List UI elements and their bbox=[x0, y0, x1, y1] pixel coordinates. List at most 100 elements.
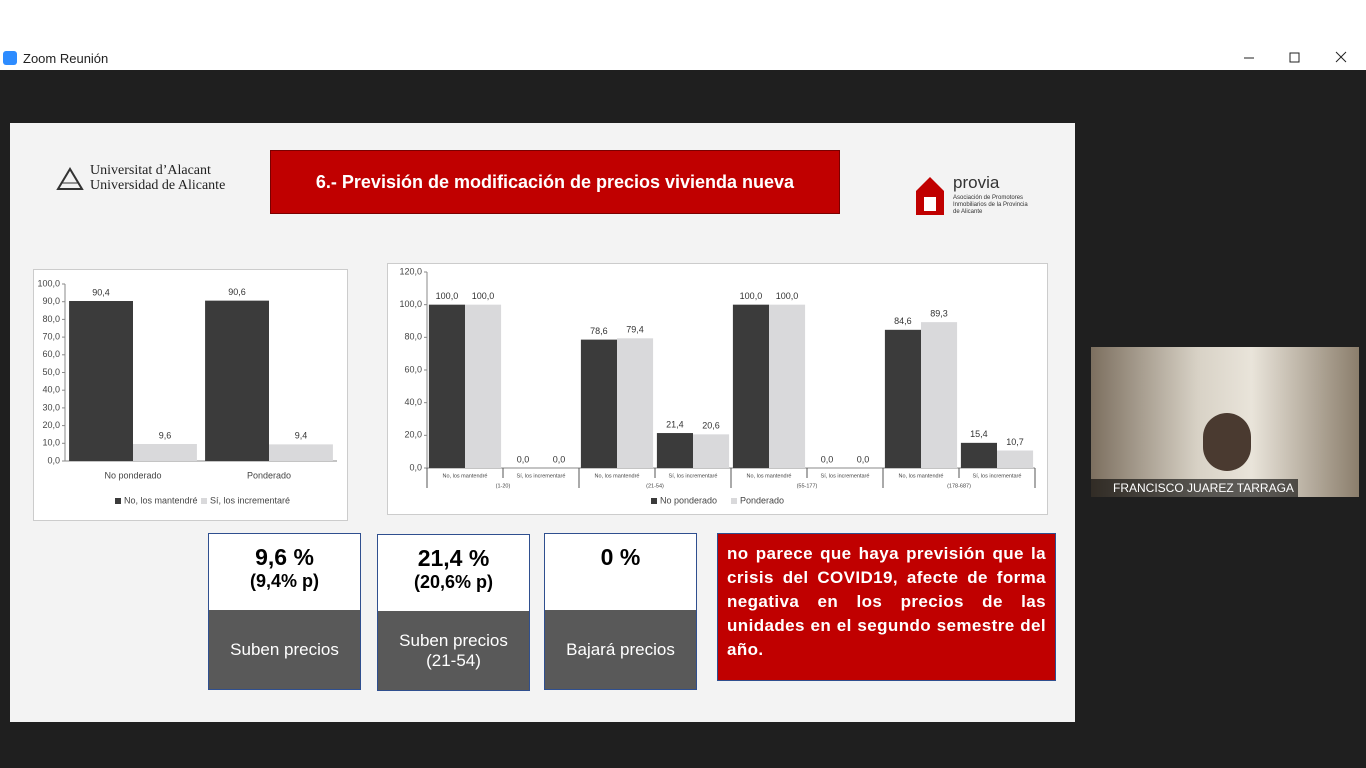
bar bbox=[769, 304, 806, 468]
y-tick-label: 40,0 bbox=[42, 385, 60, 395]
legend-label: Sí, los incrementaré bbox=[210, 495, 290, 505]
stat-box: 0 % Bajará precios bbox=[544, 533, 697, 690]
data-label: 9,4 bbox=[295, 431, 308, 441]
stat-label: Bajará precios bbox=[545, 610, 696, 689]
y-tick-label: 0,0 bbox=[47, 455, 60, 465]
bar bbox=[732, 304, 769, 468]
stat-weighted: (9,4% p) bbox=[249, 571, 319, 591]
legend-swatch bbox=[731, 498, 737, 504]
university-name: Universidad de Alicante bbox=[90, 178, 226, 193]
y-tick-label: 50,0 bbox=[42, 367, 60, 377]
stat-value: 9,6 % bbox=[255, 544, 314, 570]
y-tick-label: 70,0 bbox=[42, 331, 60, 341]
x-tick-label: No, los mantendré bbox=[747, 473, 792, 479]
data-label: 89,3 bbox=[930, 309, 948, 319]
x-tick-label: No, los mantendré bbox=[899, 473, 944, 479]
y-tick-label: 120,0 bbox=[399, 266, 422, 276]
participant-face bbox=[1203, 413, 1251, 471]
window-controls[interactable] bbox=[1236, 48, 1356, 68]
bar bbox=[69, 300, 133, 461]
bar bbox=[269, 444, 333, 461]
y-tick-label: 100,0 bbox=[37, 278, 60, 288]
data-label: 78,6 bbox=[590, 326, 608, 336]
bar bbox=[617, 338, 654, 468]
stat-label: Suben precios (21-54) bbox=[378, 611, 529, 690]
x-tick-label: Sí, los incrementaré bbox=[973, 473, 1022, 479]
x-tick-label: Sí, los incrementaré bbox=[517, 473, 566, 479]
data-label: 100,0 bbox=[472, 291, 495, 301]
bar bbox=[428, 304, 465, 468]
data-label: 84,6 bbox=[894, 316, 912, 326]
bar bbox=[884, 329, 921, 468]
y-tick-label: 100,0 bbox=[399, 299, 422, 309]
legend-swatch bbox=[115, 498, 121, 504]
data-label: 21,4 bbox=[666, 419, 684, 429]
bar bbox=[693, 434, 730, 468]
x-tick-label: No, los mantendré bbox=[443, 473, 488, 479]
x-tick-label: No ponderado bbox=[104, 470, 161, 480]
y-tick-label: 80,0 bbox=[42, 314, 60, 324]
stat-box: 9,6 % (9,4% p) Suben precios bbox=[208, 533, 361, 690]
brand-subtitle: Asociación de Promotores Inmobiliarios d… bbox=[953, 195, 1028, 215]
data-label: 90,6 bbox=[228, 287, 246, 297]
provia-logo bbox=[916, 177, 944, 215]
data-label: 100,0 bbox=[436, 291, 459, 301]
bar bbox=[465, 304, 502, 468]
shared-slide: Universitat d’Alacant Universidad de Ali… bbox=[10, 123, 1075, 722]
legend-swatch bbox=[651, 498, 657, 504]
legend-label: No, los mantendré bbox=[124, 495, 198, 505]
data-label: 10,7 bbox=[1006, 437, 1024, 447]
y-tick-label: 60,0 bbox=[42, 349, 60, 359]
stat-weighted: (20,6% p) bbox=[413, 572, 494, 592]
conclusion: no parece que haya previsión que la cris… bbox=[717, 533, 1056, 681]
brand: provia bbox=[953, 173, 1000, 192]
bar bbox=[997, 450, 1034, 468]
y-tick-label: 10,0 bbox=[42, 438, 60, 448]
data-label: 0,0 bbox=[553, 454, 566, 464]
group-label: (55-177) bbox=[797, 483, 818, 489]
university-name: Universitat d’Alacant bbox=[90, 163, 211, 178]
title-bar: Zoom Reunión bbox=[0, 0, 1366, 70]
bar bbox=[960, 442, 997, 468]
y-tick-label: 40,0 bbox=[404, 397, 422, 407]
y-tick-label: 20,0 bbox=[404, 430, 422, 440]
legend-label: No ponderado bbox=[660, 495, 717, 505]
bar bbox=[580, 339, 617, 468]
data-label: 90,4 bbox=[92, 287, 110, 297]
group-label: (178-687) bbox=[947, 483, 971, 489]
charts: 0,0 10,0 20,0 30,0 40,0 50,0 60,0 70,0 80,0 90,0 1… bbox=[37, 266, 1036, 505]
y-tick-label: 20,0 bbox=[42, 420, 60, 430]
university-logo bbox=[56, 167, 84, 190]
bar bbox=[656, 433, 693, 468]
stat-value: 0 % bbox=[600, 544, 641, 570]
data-label: 100,0 bbox=[776, 291, 799, 301]
data-label: 20,6 bbox=[702, 421, 720, 431]
participant-video[interactable]: FRANCISCO JUAREZ TARRAGA bbox=[1091, 347, 1359, 497]
stat-box: 21,4 % (20,6% p) Suben precios (21-54) bbox=[377, 534, 530, 691]
y-tick-label: 90,0 bbox=[42, 296, 60, 306]
bar bbox=[205, 300, 269, 461]
y-tick-label: 30,0 bbox=[42, 402, 60, 412]
data-label: 15,4 bbox=[970, 429, 988, 439]
slide-title: 6.- Previsión de modificación de precios… bbox=[270, 150, 840, 214]
participant-name: FRANCISCO JUAREZ TARRAGA bbox=[1091, 479, 1298, 497]
data-label: 9,6 bbox=[159, 430, 172, 440]
data-label: 0,0 bbox=[821, 454, 834, 464]
x-tick-label: Sí, los incrementaré bbox=[669, 473, 718, 479]
bar bbox=[133, 444, 197, 461]
group-label: (21-54) bbox=[646, 483, 664, 489]
y-tick-label: 60,0 bbox=[404, 364, 422, 374]
legend-swatch bbox=[201, 498, 207, 504]
window-title: Zoom Reunión bbox=[23, 51, 109, 66]
y-tick-label: 0,0 bbox=[409, 462, 422, 472]
stat-value: 21,4 % bbox=[417, 545, 490, 571]
stat-label: Suben precios bbox=[209, 610, 360, 689]
x-tick-label: Sí, los incrementaré bbox=[821, 473, 870, 479]
data-label: 0,0 bbox=[857, 454, 870, 464]
group-label: (1-20) bbox=[496, 483, 511, 489]
data-label: 0,0 bbox=[517, 454, 530, 464]
app-icon bbox=[3, 51, 17, 65]
y-tick-label: 80,0 bbox=[404, 332, 422, 342]
x-tick-label: No, los mantendré bbox=[595, 473, 640, 479]
